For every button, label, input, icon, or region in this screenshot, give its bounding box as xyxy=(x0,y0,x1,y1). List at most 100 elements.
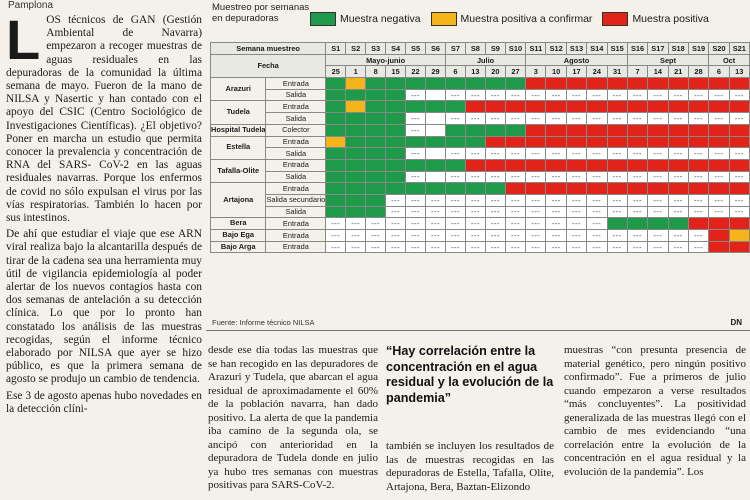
sample-cell xyxy=(464,77,486,90)
site-name: Bajo Ega xyxy=(209,229,267,242)
day-header: 13 xyxy=(728,65,750,79)
sample-cell: --- xyxy=(687,193,710,207)
sample-cell xyxy=(525,77,547,90)
sample-type: Salida xyxy=(265,88,327,102)
sample-cell: --- xyxy=(687,147,710,160)
sample-cell xyxy=(708,182,730,195)
sample-cell: --- xyxy=(444,88,466,102)
table-row: Salida --- --- --- --- --- --- --- --- --- --- --- -… xyxy=(211,88,750,102)
week-header: S2 xyxy=(345,42,367,55)
sample-cell xyxy=(647,158,669,172)
article-column-left: L OS técnicos de GAN (Gestión Ambiental d… xyxy=(6,14,202,500)
sample-cell: --- xyxy=(484,147,506,160)
location-label: Pamplona xyxy=(8,0,54,11)
month-header: Agosto xyxy=(525,53,628,67)
sample-cell xyxy=(687,100,710,114)
table-row: Bajo Ega Entrada --- --- --- --- --- --- --- --- -… xyxy=(209,229,750,242)
sample-cell xyxy=(504,135,527,149)
sample-cell: --- xyxy=(545,193,567,207)
sample-cell xyxy=(385,77,407,90)
sample-cell: --- xyxy=(525,112,547,125)
sample-cell xyxy=(565,182,588,195)
sample-cell xyxy=(586,100,608,114)
sample-cell: --- xyxy=(708,147,730,160)
sample-cell xyxy=(345,88,367,102)
sample-cell: --- xyxy=(586,193,608,207)
sample-cell xyxy=(545,135,567,149)
sample-cell: --- xyxy=(606,229,628,242)
sample-cell: --- xyxy=(728,170,750,184)
week-header: S21 xyxy=(728,42,750,55)
sample-cell: --- xyxy=(545,147,567,160)
sample-cell xyxy=(626,182,649,195)
sample-cell xyxy=(708,123,730,137)
sample-cell: --- xyxy=(606,112,628,125)
sample-cell xyxy=(504,100,527,114)
day-header: 7 xyxy=(626,65,649,79)
sample-cell xyxy=(365,123,387,137)
sample-cell: --- xyxy=(667,88,689,102)
sample-cell xyxy=(626,158,649,172)
sample-cell xyxy=(708,240,730,254)
sample-cell: --- xyxy=(525,193,547,207)
sampling-table: Semana muestreo S1 S2 S3 S4 S5 S6 S7 S8 S9 S10 S11 S… xyxy=(209,42,750,254)
legend-item-positive: Muestra positiva xyxy=(602,12,709,26)
sample-type: Salida xyxy=(265,205,327,219)
sample-cell: --- xyxy=(385,193,407,207)
day-header: 25 xyxy=(325,65,347,79)
sample-cell xyxy=(687,123,710,137)
site-name: Tudela xyxy=(209,100,267,125)
week-header: S18 xyxy=(667,42,689,55)
sample-cell xyxy=(385,112,407,125)
article-column-2: desde ese día todas las muestras que se … xyxy=(208,344,378,491)
sample-cell xyxy=(667,123,689,137)
sample-cell xyxy=(425,135,446,149)
legend: Muestra negativa Muestra positiva a conf… xyxy=(310,12,709,26)
sample-cell xyxy=(728,217,750,230)
sample-cell: --- xyxy=(647,229,669,242)
sample-cell: --- xyxy=(728,112,750,125)
sample-cell: --- xyxy=(365,217,387,230)
article-column-4: muestras “con presunta presencia de mate… xyxy=(564,344,746,478)
sample-cell: --- xyxy=(345,240,367,254)
day-header: 17 xyxy=(565,65,588,79)
week-header: S12 xyxy=(545,42,567,55)
sample-cell: --- xyxy=(444,193,466,207)
sample-cell xyxy=(626,217,649,230)
sample-cell: --- xyxy=(425,240,446,254)
week-header: S13 xyxy=(565,42,588,55)
sample-cell xyxy=(385,88,407,102)
sample-cell xyxy=(687,182,710,195)
sample-cell: --- xyxy=(545,240,567,254)
table-row: Salida --- --- --- --- --- --- --- --- --- --- --- -… xyxy=(211,170,750,184)
sample-cell xyxy=(586,135,608,149)
sample-type: Salida secundario xyxy=(265,193,327,207)
sample-cell: --- xyxy=(586,217,608,230)
sample-cell xyxy=(385,123,407,137)
sample-cell: --- xyxy=(504,229,527,242)
sample-cell xyxy=(425,112,446,125)
sample-cell xyxy=(708,135,730,149)
sample-type: Entrada xyxy=(265,240,327,254)
sample-cell xyxy=(484,135,506,149)
sample-cell xyxy=(504,77,527,90)
sample-cell xyxy=(325,158,347,172)
sample-cell xyxy=(365,170,387,184)
sample-cell: --- xyxy=(667,205,689,219)
sample-cell: --- xyxy=(525,88,547,102)
sample-cell: --- xyxy=(504,147,527,160)
sample-cell xyxy=(405,158,427,172)
sample-cell: --- xyxy=(405,240,427,254)
sample-cell: --- xyxy=(586,229,608,242)
sample-cell: --- xyxy=(444,240,466,254)
month-header: Sept xyxy=(626,53,710,67)
legend-label-negative: Muestra negativa xyxy=(340,13,421,25)
sample-cell xyxy=(667,217,689,230)
sample-cell: --- xyxy=(708,205,730,219)
sample-cell xyxy=(345,193,367,207)
day-header: 20 xyxy=(484,65,506,79)
sample-cell: --- xyxy=(464,112,486,125)
table-row: Estella Entrada xyxy=(209,135,750,160)
sample-cell xyxy=(586,182,608,195)
sample-cell: --- xyxy=(425,229,446,242)
